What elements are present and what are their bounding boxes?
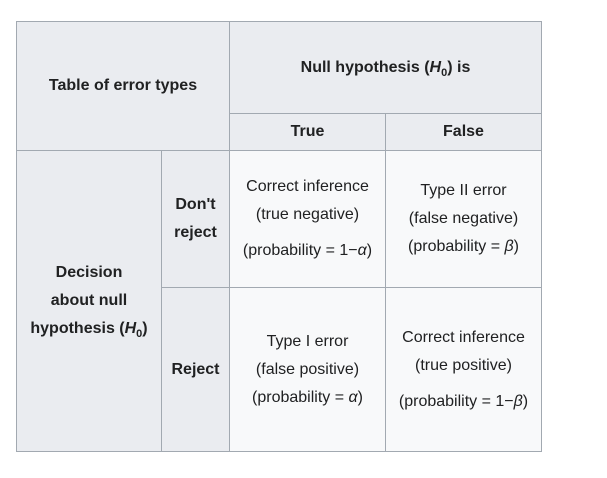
decision-subscript: 0 [136, 328, 143, 341]
alpha-symbol: α [357, 242, 367, 259]
cell-spacer [390, 380, 537, 388]
alpha-symbol: α [348, 388, 358, 406]
beta-symbol: β [504, 238, 514, 255]
null-header-suffix: ) is [447, 58, 471, 76]
decision-row-header: Decision about null hypothesis (H0) [16, 150, 162, 452]
null-header-prefix: Null hypothesis ( [300, 58, 430, 76]
cell-line-3: (probability = 1−β) [390, 388, 537, 416]
decision-line-3-prefix: hypothesis ( [30, 320, 125, 337]
decision-symbol: H [124, 320, 137, 337]
cell-line-3-suffix: ) [357, 388, 363, 406]
cell-line-2: (false negative) [408, 210, 519, 227]
cell-line-3-prefix: (probability = 1− [242, 242, 358, 259]
cell-line-3-suffix: ) [513, 238, 519, 255]
cell-line-2: (true positive) [415, 356, 512, 374]
cell-line-1: Correct inference [402, 328, 525, 346]
column-header-true: True [229, 113, 386, 151]
decision-line-2: about null [50, 292, 128, 309]
column-header-false-label: False [443, 123, 484, 140]
cell-line-2: (true negative) [255, 206, 360, 223]
cell-dont-reject-false: Type II error (false negative) (probabil… [385, 150, 542, 288]
cell-line-3-prefix: (probability = 1− [398, 392, 514, 410]
cell-line-1: Correct inference [246, 178, 369, 195]
cell-line-1: Type II error [420, 182, 507, 199]
cell-line-3: (probability = α) [234, 384, 381, 412]
cell-spacer [234, 229, 381, 237]
decision-line-3: hypothesis (H0) [21, 315, 157, 343]
table-caption: Table of error types [48, 77, 198, 94]
cell-line-3: (probability = 1−α) [234, 237, 381, 265]
decision-suffix: ) [142, 320, 148, 337]
cell-line-3-prefix: (probability = [408, 238, 505, 255]
cell-reject-true: Type I error (false positive) (probabili… [229, 287, 386, 452]
null-header-symbol: H [429, 58, 442, 76]
cell-line-1: Type I error [266, 332, 349, 350]
row-header-reject-label: Reject [171, 360, 220, 378]
beta-symbol: β [513, 392, 523, 410]
table-caption-cell: Table of error types [16, 21, 230, 151]
row-header-dont-reject-line-1: Don't [175, 196, 216, 213]
row-header-dont-reject-line-2: reject [174, 224, 217, 241]
null-header-subscript: 0 [441, 66, 448, 79]
column-header-true-label: True [290, 123, 325, 140]
null-hypothesis-header: Null hypothesis (H0) is [229, 21, 542, 114]
cell-line-3-suffix: ) [366, 242, 373, 259]
column-header-false: False [385, 113, 542, 151]
row-header-dont-reject: Don't reject [161, 150, 230, 288]
cell-line-3-prefix: (probability = [252, 388, 349, 406]
cell-dont-reject-true: Correct inference (true negative) (proba… [229, 150, 386, 288]
cell-reject-false: Correct inference (true positive) (proba… [385, 287, 542, 452]
cell-line-2: (false positive) [255, 360, 360, 378]
decision-line-1: Decision [55, 264, 123, 281]
error-types-table: Table of error types Null hypothesis (H0… [16, 21, 542, 452]
cell-line-3-suffix: ) [522, 392, 529, 410]
row-header-reject: Reject [161, 287, 230, 452]
cell-line-3: (probability = β) [390, 233, 537, 261]
